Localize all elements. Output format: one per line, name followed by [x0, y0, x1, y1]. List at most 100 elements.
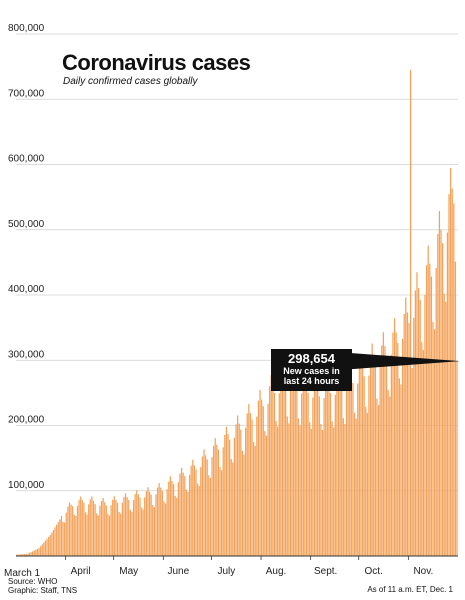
daily-case-bar — [132, 500, 135, 556]
daily-case-bar — [323, 398, 325, 556]
daily-case-bar — [285, 386, 287, 556]
daily-case-bar — [281, 365, 284, 556]
daily-case-bar — [30, 552, 32, 556]
daily-case-bar — [254, 446, 256, 556]
daily-case-bar — [368, 375, 370, 556]
daily-case-bar — [233, 437, 236, 556]
daily-case-bar — [291, 374, 293, 556]
daily-case-bar — [120, 513, 122, 556]
daily-case-bar — [84, 512, 87, 556]
daily-case-bar — [342, 418, 344, 556]
daily-case-bar — [168, 481, 170, 556]
daily-case-bar — [78, 500, 80, 556]
y-tick-label: 600,000 — [8, 154, 45, 165]
daily-case-bar — [374, 366, 376, 556]
daily-case-bar — [139, 497, 141, 556]
daily-case-bar — [277, 426, 279, 556]
daily-case-bar — [237, 415, 239, 556]
daily-case-bar — [43, 542, 45, 556]
daily-case-bar — [262, 406, 264, 556]
daily-case-bar — [377, 404, 380, 556]
daily-case-bar — [140, 507, 143, 556]
daily-case-bar — [294, 378, 296, 556]
daily-case-bar — [188, 474, 191, 556]
daily-case-bar — [341, 389, 343, 556]
daily-case-bar — [286, 416, 288, 556]
bars — [16, 69, 458, 557]
daily-case-bar — [70, 504, 72, 556]
daily-case-bar — [83, 502, 85, 556]
daily-case-bar — [222, 447, 224, 556]
daily-case-bar — [301, 393, 303, 556]
daily-case-bar — [416, 272, 418, 556]
daily-case-bar — [99, 505, 101, 556]
daily-case-bar — [289, 390, 292, 556]
daily-case-bar — [32, 551, 34, 556]
daily-case-bar — [160, 487, 162, 556]
daily-case-bar — [393, 318, 396, 556]
daily-case-bar — [193, 465, 196, 556]
daily-case-bar — [104, 502, 106, 556]
daily-case-bar — [257, 400, 260, 556]
daily-case-bar — [309, 422, 311, 556]
daily-case-bar — [321, 429, 324, 556]
daily-case-bar — [65, 512, 67, 556]
daily-case-bar — [40, 546, 42, 556]
daily-case-bar — [392, 332, 394, 556]
timestamp: As of 11 a.m. ET, Dec. 1 — [367, 585, 453, 594]
daily-case-bar — [72, 506, 74, 556]
daily-case-bar — [417, 288, 420, 556]
daily-case-bar — [264, 431, 266, 556]
daily-case-bar — [454, 261, 457, 556]
daily-case-bar — [35, 549, 37, 556]
daily-case-bar — [385, 356, 388, 556]
daily-case-bar — [144, 497, 146, 556]
daily-case-bar — [22, 554, 24, 556]
daily-case-bar — [249, 413, 252, 556]
daily-case-bar — [299, 425, 301, 556]
daily-case-bar — [267, 403, 269, 556]
daily-case-bar — [49, 535, 51, 556]
daily-case-bar — [25, 553, 27, 556]
daily-case-bar — [28, 552, 31, 556]
daily-case-bar — [256, 416, 258, 556]
daily-case-bar — [88, 504, 90, 556]
daily-case-bar — [155, 494, 157, 556]
daily-case-bar — [209, 478, 212, 556]
daily-case-bar — [441, 243, 444, 556]
daily-case-bar — [172, 484, 175, 556]
daily-case-bar — [270, 374, 272, 556]
daily-case-bar — [73, 514, 75, 556]
daily-case-bar — [273, 392, 276, 556]
daily-case-bar — [357, 383, 359, 556]
daily-case-bar — [220, 470, 223, 556]
daily-case-bar — [76, 505, 79, 556]
daily-case-bar — [413, 317, 415, 556]
daily-case-bar — [148, 491, 151, 556]
daily-case-bar — [421, 342, 423, 556]
daily-case-bar — [192, 459, 194, 556]
daily-case-bar — [350, 373, 352, 556]
daily-case-bar — [315, 373, 317, 556]
daily-case-bar — [296, 388, 298, 556]
daily-case-bar — [147, 487, 149, 556]
x-month-label: Aug. — [266, 566, 287, 577]
daily-case-bar — [33, 550, 35, 556]
callout-line-1: New cases in — [283, 366, 340, 376]
daily-case-bar — [214, 438, 216, 556]
daily-case-bar — [112, 499, 114, 556]
graphic-credit: Graphic: Staff, TNS — [8, 586, 78, 595]
daily-case-bar — [228, 439, 231, 556]
daily-case-bar — [100, 500, 103, 556]
daily-case-bar — [333, 427, 335, 556]
daily-case-bar — [435, 267, 437, 556]
daily-case-bar — [36, 548, 39, 556]
daily-case-bar — [259, 390, 261, 556]
daily-case-bar — [440, 229, 442, 556]
daily-case-bar — [203, 449, 205, 556]
daily-case-bar — [142, 509, 144, 556]
daily-case-bar — [336, 378, 338, 556]
daily-case-bar — [44, 540, 47, 556]
daily-case-bar — [405, 297, 407, 556]
daily-case-bar — [225, 426, 228, 556]
